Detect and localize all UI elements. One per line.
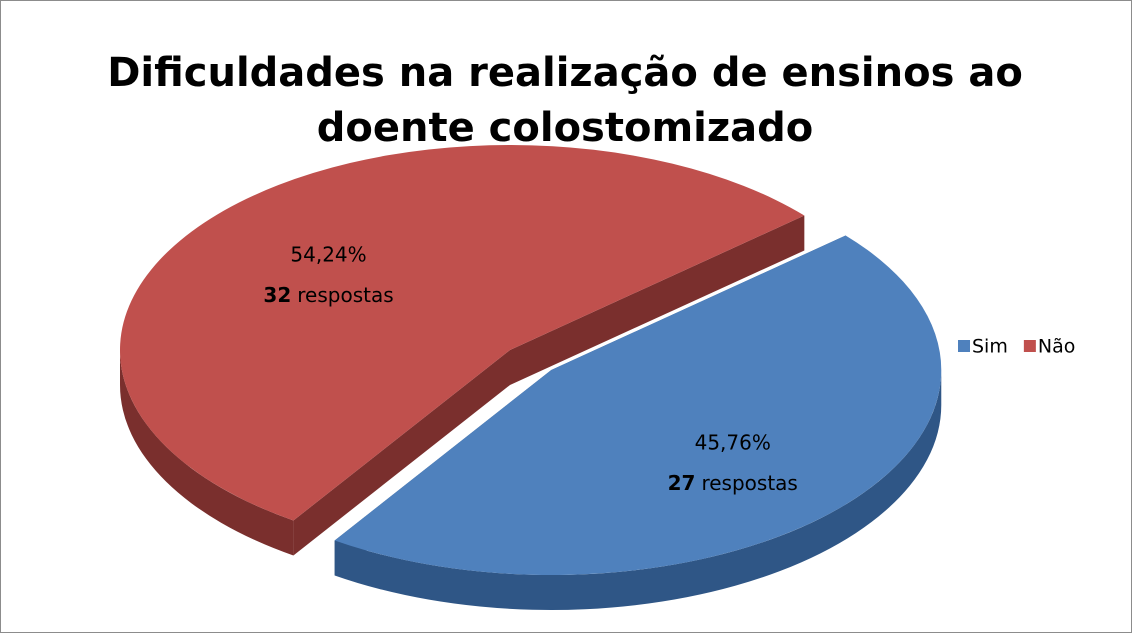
chart-title-line-2: doente colostomizado — [317, 105, 813, 151]
slice-cut-face — [510, 215, 805, 385]
chart-title-line-1: Dificuldades na realização de ensinos ao — [107, 50, 1023, 96]
legend-swatch — [1023, 340, 1036, 352]
slice-side — [120, 350, 294, 556]
data-label: 45,76% — [695, 430, 771, 454]
count-value: 32 — [263, 283, 291, 307]
slice-cut-face — [293, 350, 510, 556]
legend: Sim Não — [958, 336, 1075, 358]
count-label: 27 respostas — [668, 470, 798, 494]
legend-label: Não — [1038, 336, 1075, 358]
slice-side — [334, 369, 942, 610]
count-value: 27 — [668, 470, 696, 494]
slice — [119, 144, 805, 521]
slice — [334, 235, 942, 575]
count-unit: respostas — [701, 470, 797, 494]
count-label: 32 respostas — [263, 283, 393, 307]
count-unit: respostas — [297, 283, 393, 307]
data-label: 54,24% — [290, 243, 366, 267]
legend-label: Sim — [972, 336, 1008, 358]
legend-swatch — [958, 340, 970, 352]
